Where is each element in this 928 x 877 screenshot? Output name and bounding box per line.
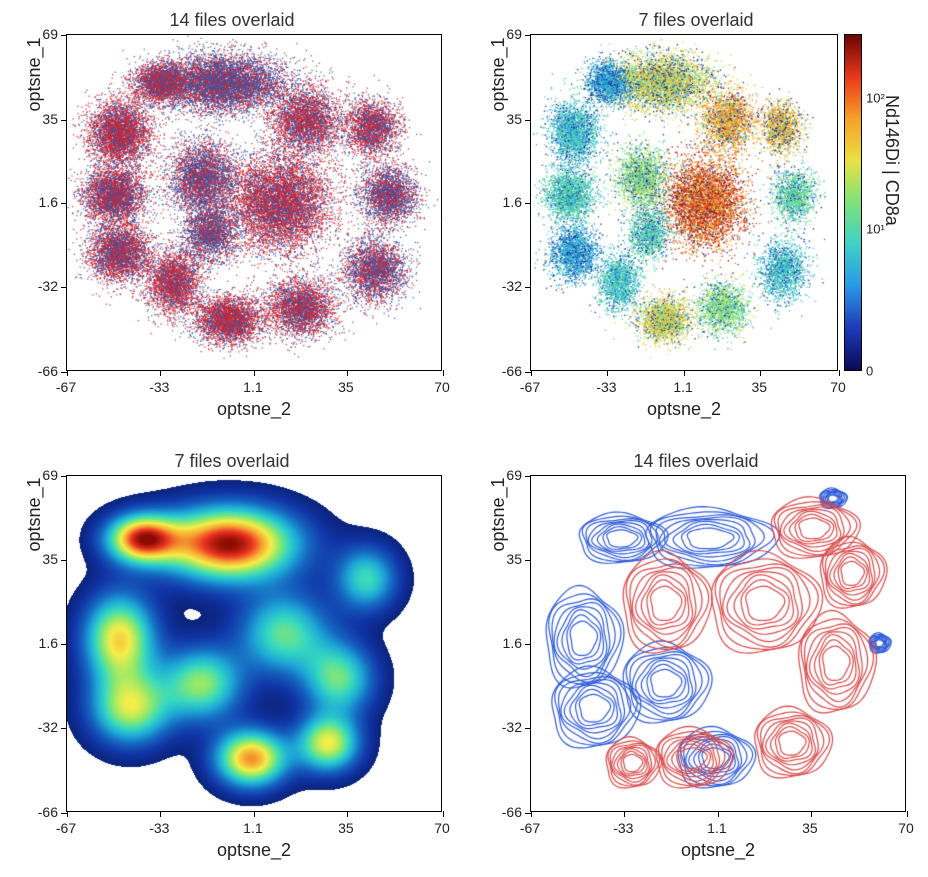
xtick-mark [811,811,812,817]
plot-frame [530,34,838,371]
xtick-label: -33 [596,379,616,395]
xtick-label: 1.1 [673,379,692,395]
ytick-mark [61,560,67,561]
xtick-mark [443,811,444,817]
plot-title: 14 files overlaid [474,451,918,472]
xtick-label: 35 [338,820,354,836]
x-axis-label: optsne_2 [530,840,906,861]
ytick-mark [61,372,67,373]
plot-title: 7 files overlaid [474,10,918,31]
xtick-mark [67,370,68,376]
chart-grid: 14 files overlaid-67-331.13570-66-321.63… [0,0,928,877]
ytick-mark [61,476,67,477]
xtick-mark [531,370,532,376]
ytick-mark [61,35,67,36]
panel-top-left: 14 files overlaid-67-331.13570-66-321.63… [10,10,454,427]
xtick-label: -67 [56,820,76,836]
ytick-mark [525,203,531,204]
ytick-mark [61,644,67,645]
ytick-mark [61,813,67,814]
xtick-mark [607,370,608,376]
xtick-mark [347,811,348,817]
plot-canvas [531,476,907,813]
xtick-mark [760,370,761,376]
y-axis-label: optsne_1 [488,346,509,683]
ytick-label: -66 [502,804,522,820]
xtick-mark [254,811,255,817]
ytick-label: -32 [38,719,58,735]
xtick-label: 35 [338,379,354,395]
xtick-mark [347,370,348,376]
plot-canvas [67,35,443,372]
xtick-mark [531,811,532,817]
ytick-mark [525,728,531,729]
plot-title: 14 files overlaid [10,10,454,31]
ytick-label: -32 [38,278,58,294]
xtick-label: 1.1 [243,820,262,836]
colorbar-label: Nd146Di | CD8a [881,95,902,226]
ytick-mark [61,120,67,121]
xtick-label: -33 [149,379,169,395]
colorbar-canvas [845,35,861,370]
ytick-mark [61,203,67,204]
xtick-mark [67,811,68,817]
xtick-mark [160,370,161,376]
xtick-label: 1.1 [707,820,726,836]
y-axis-label: optsne_1 [488,0,509,243]
plot-canvas [67,476,443,813]
ytick-mark [525,560,531,561]
xtick-label: -67 [56,379,76,395]
xtick-label: 70 [898,820,914,836]
x-axis-label: optsne_2 [66,399,442,420]
xtick-label: -33 [149,820,169,836]
y-axis-label: optsne_1 [24,346,45,683]
ytick-mark [525,120,531,121]
xtick-mark [254,370,255,376]
ytick-mark [525,287,531,288]
ytick-mark [525,35,531,36]
xtick-label: -67 [520,379,540,395]
x-axis-label: optsne_2 [66,840,442,861]
plot-title: 7 files overlaid [10,451,454,472]
xtick-label: 35 [752,379,768,395]
colorbar [844,34,862,371]
panel-bottom-left: 7 files overlaid-67-331.13570-66-321.635… [10,451,454,868]
ytick-label: -32 [502,719,522,735]
ytick-label: -66 [38,804,58,820]
ytick-mark [525,476,531,477]
xtick-mark [718,811,719,817]
xtick-label: 1.1 [243,379,262,395]
xtick-mark [839,370,840,376]
plot-frame [66,475,442,812]
x-axis-label: optsne_2 [530,399,838,420]
xtick-label: -67 [520,820,540,836]
ytick-label: -32 [502,278,522,294]
xtick-label: -33 [613,820,633,836]
ytick-mark [61,287,67,288]
ytick-mark [525,813,531,814]
ytick-mark [61,728,67,729]
plot-frame [66,34,442,371]
xtick-mark [624,811,625,817]
ytick-mark [525,372,531,373]
ytick-mark [525,644,531,645]
plot-frame [530,475,906,812]
panel-bottom-right: 14 files overlaid-67-331.13570-66-321.63… [474,451,918,868]
y-axis-label: optsne_1 [24,0,45,243]
xtick-mark [684,370,685,376]
xtick-label: 70 [830,379,846,395]
plot-canvas [531,35,839,372]
xtick-mark [907,811,908,817]
xtick-label: 70 [434,820,450,836]
xtick-label: 35 [802,820,818,836]
panel-top-right: 7 files overlaid-67-331.13570-66-321.635… [474,10,918,427]
xtick-label: 70 [434,379,450,395]
xtick-mark [443,370,444,376]
colorbar-tick-label: 0 [866,364,873,379]
xtick-mark [160,811,161,817]
